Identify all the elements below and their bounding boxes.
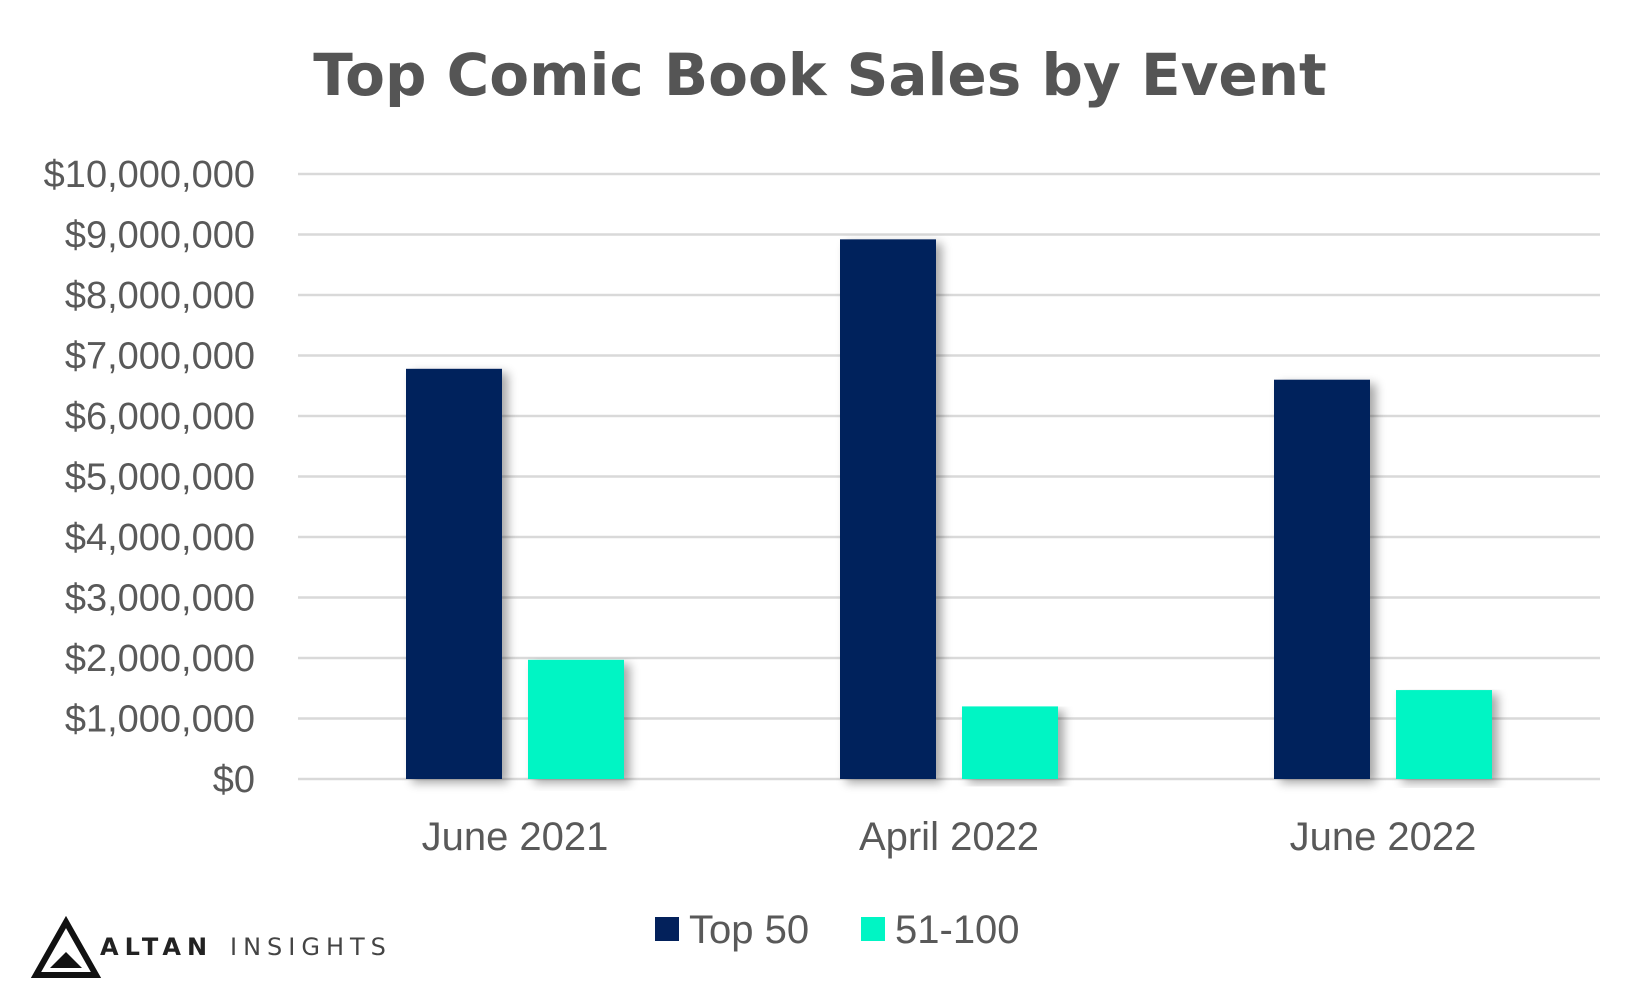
brand-logo: ALTAN INSIGHTS [30, 915, 392, 978]
y-tick-label: $8,000,000 [65, 275, 255, 317]
legend-label: 51-100 [895, 908, 1020, 952]
bar-51-100 [962, 706, 1058, 779]
y-tick-label: $1,000,000 [65, 699, 255, 741]
y-tick-label: $5,000,000 [65, 457, 255, 499]
bar-top-50 [1274, 379, 1370, 779]
bar-51-100 [1396, 690, 1492, 779]
bar-top-50 [840, 239, 936, 780]
y-tick-label: $3,000,000 [65, 578, 255, 620]
y-axis-ticks: $0 $1,000,000 $2,000,000 $3,000,000 $4,000,0… [44, 154, 255, 801]
y-tick-label: $7,000,000 [65, 336, 255, 378]
legend: Top 50 51-100 [655, 908, 1020, 952]
legend-swatch [655, 917, 679, 941]
y-tick-label: $0 [213, 759, 255, 801]
bars [406, 239, 1492, 780]
x-axis-categories: June 2021 April 2022 June 2022 [422, 815, 1477, 859]
legend-label: Top 50 [689, 908, 809, 952]
y-tick-label: $9,000,000 [65, 215, 255, 257]
y-tick-label: $10,000,000 [44, 154, 255, 196]
x-category-label: June 2022 [1290, 815, 1477, 859]
y-tick-label: $2,000,000 [65, 638, 255, 680]
bar-51-100 [528, 659, 624, 779]
gridlines [298, 172, 1600, 781]
legend-swatch [861, 917, 885, 941]
brand-name-light: INSIGHTS [230, 933, 392, 961]
y-tick-label: $6,000,000 [65, 396, 255, 438]
bar-top-50 [406, 368, 502, 779]
chart-title: Top Comic Book Sales by Event [313, 41, 1327, 109]
x-category-label: April 2022 [859, 815, 1039, 859]
altan-logo-icon [30, 915, 102, 978]
brand-name-bold: ALTAN [100, 933, 213, 961]
y-tick-label: $4,000,000 [65, 517, 255, 559]
x-category-label: June 2021 [422, 815, 609, 859]
